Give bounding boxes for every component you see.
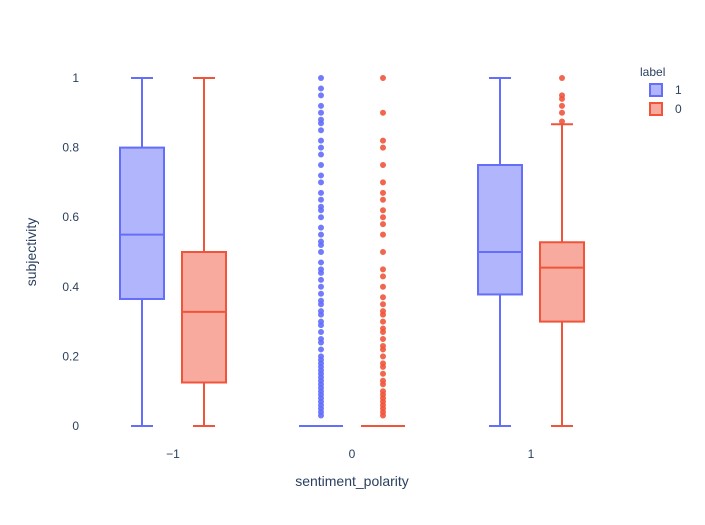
outlier-point [380,214,386,221]
outlier-point [380,179,386,186]
outlier-point [318,144,324,151]
outlier-point [318,259,324,266]
y-tick-label: 0.8 [62,141,79,155]
y-tick-label: 1 [72,71,79,85]
legend-swatch-1 [649,83,663,97]
outlier-point [318,137,324,144]
outlier-point [318,151,324,158]
box-series-1-0 [119,77,165,427]
outlier-point [318,283,324,290]
outlier-point [318,318,324,325]
outlier-point [318,297,324,304]
legend-label-0: 0 [675,102,682,116]
outlier-point [318,249,324,255]
y-axis-title: subjectivity [23,218,39,286]
outlier-point [380,231,386,238]
box-iqr [119,146,165,300]
box-iqr [477,164,523,296]
outlier-point [318,214,324,221]
outlier-point [318,102,324,109]
box-series-0-1 [361,75,405,427]
box-iqr [539,241,585,323]
outlier-point [318,290,324,297]
outlier-point [318,196,324,203]
box-iqr [181,251,227,384]
outlier-point [318,172,324,179]
outlier-point [380,336,386,342]
outlier-point [318,308,324,315]
outlier-point [318,116,324,123]
outlier-point [559,75,565,81]
outlier-point [318,85,324,92]
outlier-point [559,109,565,116]
outlier-point [559,102,565,109]
legend-title: label [640,65,665,79]
outlier-point [380,189,386,196]
outlier-point [318,266,324,273]
outlier-point [559,118,565,125]
outlier-point [318,238,324,245]
x-axis-title: sentiment_polarity [295,473,409,489]
outlier-point [318,109,324,116]
y-tick-label: 0.6 [62,210,79,224]
outlier-point [318,231,324,238]
outlier-point [380,301,386,308]
x-tick-label: −1 [166,447,180,461]
outlier-point [380,370,386,377]
outlier-point [318,353,324,360]
outlier-point [318,276,324,283]
outlier-point [318,329,324,336]
legend-label-1: 1 [675,83,682,97]
outlier-point [318,203,324,210]
outlier-point [380,207,386,214]
outlier-point [380,325,386,332]
legend-item-0[interactable]: 0 [649,102,682,116]
plot-area [119,75,585,427]
y-tick-label: 0.4 [62,280,79,294]
outlier-point [380,388,386,395]
outlier-point [318,189,324,196]
outlier-point [318,127,324,134]
outlier-point [318,162,324,168]
x-axis-ticks: −1 0 1 [166,447,535,461]
outlier-point [380,377,386,384]
outlier-point [380,273,386,280]
legend[interactable]: label 1 0 [640,65,682,116]
outlier-point [318,75,324,81]
outlier-point [318,346,324,353]
y-tick-label: 0.2 [62,349,79,363]
outlier-point [380,249,386,255]
y-axis-ticks: 0 0.2 0.4 0.6 0.8 1 [62,71,79,433]
outlier-point [380,221,386,228]
outlier-point [380,196,386,203]
legend-swatch-0 [649,102,663,116]
outlier-point [318,179,324,186]
box-series-0-0 [181,77,227,427]
outlier-point [380,109,386,116]
box-series-1-1 [299,75,343,427]
outlier-point [380,342,386,349]
box-series-0-2 [539,75,585,427]
outlier-point [318,224,324,231]
outlier-point [380,360,386,367]
outlier-point [380,308,386,315]
outlier-point [380,162,386,168]
outlier-point [318,336,324,342]
outlier-point [380,144,386,151]
outlier-point [380,283,386,290]
outlier-point [380,294,386,301]
x-tick-label: 1 [528,447,535,461]
outlier-point [380,318,386,325]
outlier-point [318,92,324,99]
box-series-1-2 [477,77,523,427]
y-tick-label: 0 [72,419,79,433]
x-tick-label: 0 [349,447,356,461]
outlier-point [559,92,565,99]
outlier-point [380,75,386,81]
outlier-point [380,353,386,360]
legend-item-1[interactable]: 1 [649,83,682,97]
outlier-point [380,137,386,144]
outlier-point [380,266,386,273]
